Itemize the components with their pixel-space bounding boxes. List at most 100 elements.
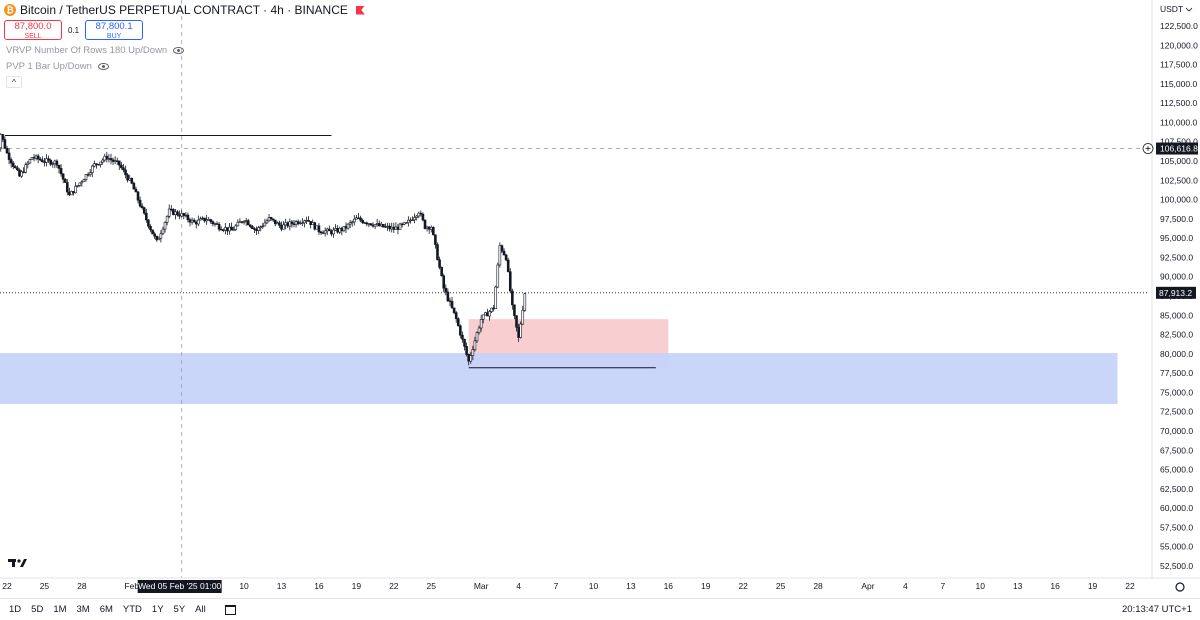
price-tick-label: 57,500.0 (1160, 522, 1193, 532)
candle-body (99, 161, 102, 165)
range-button-1d[interactable]: 1D (9, 604, 22, 615)
candle-body (255, 228, 258, 231)
range-button-5d[interactable]: 5D (31, 604, 44, 615)
candle-body (209, 219, 213, 222)
candle-body (446, 291, 450, 302)
candle-body (486, 312, 489, 317)
candle-body (199, 218, 202, 221)
price-tick-label: 107,500.0 (1160, 137, 1198, 147)
candle-body (488, 311, 491, 317)
candle-body (363, 222, 366, 224)
candle-body (134, 188, 138, 193)
candle-body (140, 205, 144, 208)
candle-body (155, 235, 159, 241)
range-button-all[interactable]: All (195, 604, 206, 615)
candle-body (465, 346, 468, 355)
candle-body (74, 185, 77, 194)
price-chart[interactable]: USDT 122,500.0 120,000.0 117,500.0 115,000.0… (0, 0, 1200, 600)
time-tick-label: 22 (1125, 581, 1135, 591)
candle-body (219, 228, 223, 231)
buy-button[interactable]: 87,800.1 BUY (85, 20, 144, 40)
candle-body (22, 171, 25, 173)
candle-body (7, 152, 11, 160)
candle-body (93, 163, 96, 167)
candle-body (167, 208, 171, 217)
candle-body (211, 221, 215, 225)
price-tick-label: 112,500.0 (1160, 98, 1197, 108)
candle-body (305, 219, 308, 222)
range-button-ytd[interactable]: YTD (122, 604, 142, 615)
candle-body (47, 158, 50, 161)
candle-body (265, 220, 269, 224)
candle-body (263, 222, 267, 227)
candle-body (14, 166, 17, 169)
range-button-3m[interactable]: 3M (76, 604, 90, 615)
candle-body (95, 163, 98, 165)
price-tick-label: 62,500.0 (1160, 484, 1193, 494)
price-tick-label: 117,500.0 (1160, 60, 1197, 70)
indicator-vrvp[interactable]: VRVP Number Of Rows 180 Up/Down (6, 45, 185, 56)
candle-body (380, 224, 383, 227)
candle-body (365, 222, 369, 225)
range-button-6m[interactable]: 6M (99, 604, 113, 615)
candle-body (452, 307, 456, 313)
candle-body (477, 327, 481, 333)
calendar-icon[interactable] (224, 604, 236, 615)
flag-icon[interactable] (355, 5, 365, 15)
candle-body (413, 217, 416, 221)
candle-body (467, 354, 470, 362)
bitcoin-logo-icon: ₿ (4, 4, 16, 16)
candle-body (111, 159, 115, 162)
price-tick-label: 105,000.0 (1160, 156, 1198, 166)
candle-body (217, 224, 221, 230)
candle-body (344, 226, 348, 229)
candle-body (72, 191, 75, 194)
candle-body (86, 174, 90, 176)
eye-icon[interactable] (173, 47, 185, 54)
time-tick-label: 13 (277, 581, 287, 591)
candle-body (303, 220, 306, 224)
candle-body (203, 217, 206, 222)
indicator-pvp[interactable]: PVP 1 Bar Up/Down (6, 61, 109, 72)
candle-body (309, 221, 312, 225)
indicator-label: VRVP Number Of Rows 180 Up/Down (6, 45, 168, 56)
collapse-indicators-button[interactable]: ^ (6, 76, 22, 88)
candle-body (28, 159, 32, 164)
candle-body (236, 221, 240, 227)
candle-body (459, 325, 462, 336)
candle-body (396, 226, 400, 230)
candle-body (159, 233, 163, 239)
candle-body (384, 226, 387, 228)
eye-icon[interactable] (97, 63, 109, 70)
candle-body (317, 225, 321, 233)
sell-button[interactable]: 87,800.0 SELL (4, 20, 62, 40)
range-button-1y[interactable]: 1Y (151, 604, 164, 615)
candle-body (215, 223, 219, 225)
symbol-title[interactable]: Bitcoin / TetherUS PERPETUAL CONTRACT · … (20, 3, 348, 17)
candle-body (336, 228, 339, 233)
candle-body (290, 221, 294, 225)
candle-body (57, 164, 61, 169)
range-button-5y[interactable]: 5Y (173, 604, 186, 615)
candle-body (190, 219, 194, 223)
candle-body (271, 218, 275, 221)
candle-body (415, 215, 418, 218)
candle-body (5, 147, 9, 154)
candle-body (296, 221, 300, 224)
time-tick-label: 4 (903, 581, 908, 591)
price-tick-label: 85,000.0 (1160, 310, 1193, 320)
candle-body (375, 223, 379, 225)
last-price-bg (1156, 286, 1196, 299)
range-button-1m[interactable]: 1M (53, 604, 67, 615)
crosshair-price-bg (1156, 142, 1198, 155)
candle-body (228, 226, 231, 232)
candle-body (201, 217, 204, 220)
candle-body (49, 159, 52, 165)
candle-body (130, 177, 134, 184)
candle-body (194, 221, 198, 225)
clock[interactable]: 20:13:47 UTC+1 (1122, 604, 1192, 615)
candle-body (128, 177, 131, 181)
candle-body (90, 165, 94, 173)
candle-body (261, 225, 265, 228)
price-tick-label: 92,500.0 (1160, 252, 1193, 262)
